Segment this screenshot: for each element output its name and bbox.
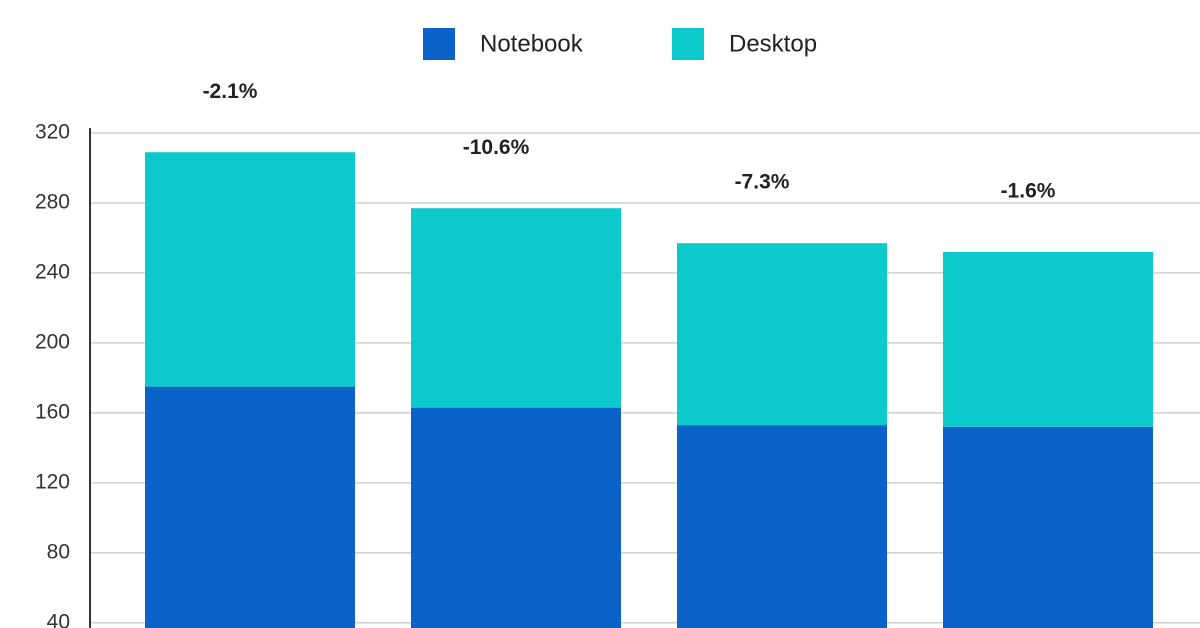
change-label: -10.6% — [463, 136, 530, 159]
bar-segment — [145, 152, 355, 387]
bar-segment — [145, 386, 355, 628]
legend-swatch — [423, 28, 455, 60]
legend-swatch — [672, 28, 704, 60]
change-label: -7.3% — [735, 171, 790, 194]
bar-segment — [677, 425, 887, 628]
bar-segment — [411, 208, 621, 408]
y-tick-label: 120 — [35, 470, 70, 493]
bar-segment — [943, 251, 1153, 427]
legend-label: Desktop — [729, 30, 817, 57]
change-label: -1.6% — [1001, 179, 1056, 202]
y-tick-label: 160 — [35, 400, 70, 423]
bar-segment — [677, 243, 887, 426]
change-label: -2.1% — [203, 80, 258, 103]
y-tick-label: 80 — [47, 540, 70, 563]
bar-segment — [943, 426, 1153, 628]
y-tick-label: 280 — [35, 191, 70, 214]
bars — [145, 152, 1153, 628]
y-tick-label: 240 — [35, 260, 70, 283]
y-tick-label: 320 — [35, 121, 70, 144]
legend-label: Notebook — [480, 30, 584, 57]
bar-segment — [411, 407, 621, 628]
y-tick-label: 200 — [35, 330, 70, 353]
y-tick-label: 40 — [47, 610, 70, 628]
